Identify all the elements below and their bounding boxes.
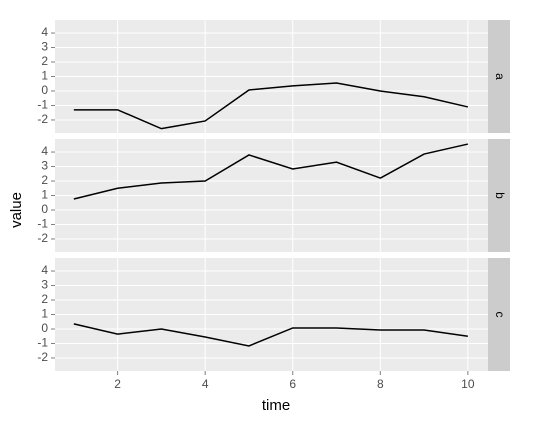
- y-tick-label: 3: [41, 40, 48, 54]
- y-tick-label: -2: [37, 350, 48, 364]
- y-tick-label: 2: [41, 54, 48, 68]
- y-tick-label: -2: [37, 112, 48, 126]
- strip-label: b: [493, 192, 507, 199]
- y-tick-label: -1: [37, 98, 48, 112]
- x-tick-label: 2: [114, 377, 121, 391]
- y-tick-label: 4: [41, 144, 48, 158]
- y-tick-label: 3: [41, 159, 48, 173]
- y-tick-label: 1: [41, 69, 48, 83]
- y-tick-label: -1: [37, 217, 48, 231]
- strip-label: c: [493, 312, 507, 318]
- line: [73, 143, 469, 200]
- y-tick-label: 4: [41, 25, 48, 39]
- y-tick-label: 1: [41, 307, 48, 321]
- y-tick-label: 4: [41, 263, 48, 277]
- strip: [488, 258, 510, 371]
- y-tick-label: -1: [37, 336, 48, 350]
- y-tick-label: 2: [41, 292, 48, 306]
- x-tick-label: 8: [377, 377, 384, 391]
- y-tick-label: -2: [37, 231, 48, 245]
- y-tick-label: 0: [41, 202, 48, 216]
- line: [73, 82, 469, 130]
- y-tick-label: 0: [41, 83, 48, 97]
- strip-label: a: [493, 73, 507, 80]
- x-axis-title: time: [262, 397, 290, 414]
- y-tick-label: 3: [41, 278, 48, 292]
- strip: [488, 20, 510, 133]
- x-tick-label: 6: [289, 377, 296, 391]
- x-tick-label: 4: [202, 377, 209, 391]
- y-tick-label: 2: [41, 173, 48, 187]
- y-axis-title: value: [8, 192, 25, 228]
- y-tick-label: 0: [41, 321, 48, 335]
- y-tick-label: 1: [41, 188, 48, 202]
- strip: [488, 139, 510, 252]
- line: [73, 323, 468, 347]
- x-tick-label: 10: [461, 377, 475, 391]
